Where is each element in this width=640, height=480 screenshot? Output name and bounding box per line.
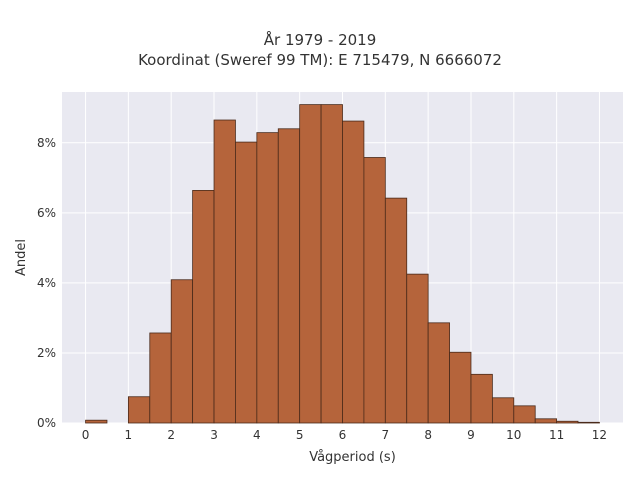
histogram-bar [85, 419, 108, 424]
y-tick-label: 6% [37, 206, 56, 220]
x-tick-label: 0 [82, 428, 90, 442]
histogram-bar [363, 157, 386, 424]
histogram-bar [384, 197, 408, 424]
histogram-bar [192, 190, 215, 424]
histogram-bar [491, 397, 515, 424]
histogram-bar [449, 351, 472, 424]
histogram-bar [534, 418, 558, 424]
x-tick-label: 1 [125, 428, 133, 442]
histogram-bar [235, 141, 258, 424]
histogram-bar [213, 119, 236, 424]
y-tick-label: 8% [37, 136, 56, 150]
histogram-bar [299, 104, 322, 424]
histogram-bar [277, 128, 301, 424]
histogram-bar [556, 420, 579, 424]
histogram-bar [170, 279, 194, 424]
x-tick-label: 7 [382, 428, 390, 442]
histogram-bar [342, 120, 365, 424]
x-tick-label: 8 [424, 428, 432, 442]
x-tick-label: 12 [592, 428, 607, 442]
y-axis-label: Andel [14, 239, 29, 276]
y-tick-label: 0% [37, 416, 56, 430]
x-tick-label: 5 [296, 428, 304, 442]
histogram-bar [406, 273, 429, 424]
histogram-bar [127, 396, 151, 424]
histogram-bar [470, 373, 493, 424]
x-axis-label: Vågperiod (s) [309, 450, 396, 465]
x-tick-label: 11 [549, 428, 564, 442]
x-tick-label: 10 [506, 428, 521, 442]
x-tick-label: 4 [253, 428, 261, 442]
y-tick-label: 4% [37, 276, 56, 290]
histogram-bar [427, 322, 450, 424]
histogram-bar [256, 132, 279, 424]
histogram-bar [320, 104, 343, 424]
chart-title: År 1979 - 2019 [263, 31, 377, 49]
chart-subtitle: Koordinat (Sweref 99 TM): E 715479, N 66… [138, 51, 502, 69]
x-tick-label: 2 [167, 428, 175, 442]
x-tick-label: 6 [339, 428, 347, 442]
x-tick-label: 3 [210, 428, 218, 442]
y-tick-label: 2% [37, 346, 56, 360]
histogram-bar [513, 405, 536, 424]
x-tick-label: 9 [467, 428, 475, 442]
histogram-bar [149, 332, 172, 424]
histogram-bar [577, 421, 600, 424]
